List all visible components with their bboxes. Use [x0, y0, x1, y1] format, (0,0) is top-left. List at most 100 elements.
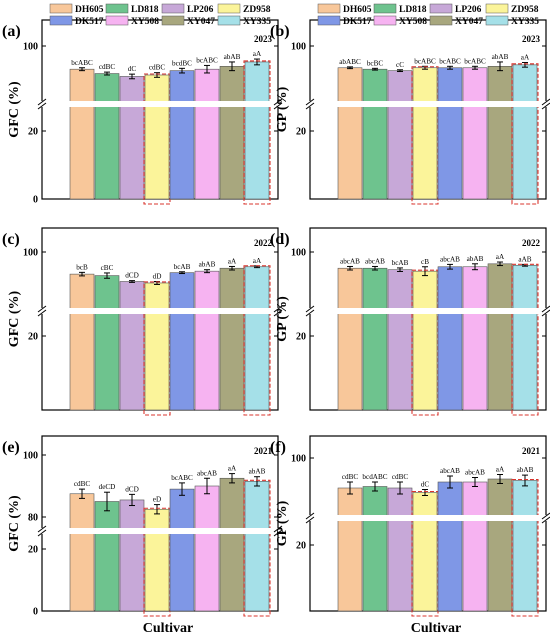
panel-label: (f) — [270, 439, 286, 456]
year-label: 2021 — [254, 446, 273, 456]
bar-xy047 — [219, 477, 245, 612]
bar-dk517 — [437, 481, 463, 612]
year-label: 2022 — [522, 238, 541, 248]
axis-break-mark-right — [273, 309, 283, 317]
bar-xy047 — [487, 263, 513, 411]
legend-swatch-lp206 — [429, 3, 453, 14]
bar-lp206 — [387, 70, 413, 200]
significance-label: bcABC — [439, 57, 461, 65]
legend-item-ld818: LD818 — [131, 5, 159, 15]
significance-label: cdBC — [149, 64, 166, 72]
bar-xy508 — [194, 485, 220, 612]
axis-break-band — [38, 101, 282, 107]
x-axis-title: Cultivar — [411, 621, 462, 636]
axis-break-mark — [37, 525, 47, 533]
significance-label: aA — [228, 257, 237, 265]
bar-ld818 — [94, 501, 120, 612]
significance-label: aA — [521, 54, 530, 62]
bar-dh605 — [337, 67, 363, 200]
y-axis-title: GFC (%) — [7, 81, 22, 138]
axis-break-mark-right — [541, 305, 550, 313]
bar-lp206 — [119, 281, 145, 411]
bar-dk517 — [169, 488, 195, 612]
bar-xy047 — [487, 478, 513, 612]
legend-swatch-ld818 — [105, 3, 129, 14]
significance-label: abAB — [492, 53, 509, 61]
significance-label: bcdBC — [172, 59, 192, 67]
legend-swatch-dk517 — [317, 15, 341, 26]
axis-break-mark-right — [541, 516, 550, 524]
bar-xy335 — [512, 64, 538, 200]
axis-break-band — [38, 528, 282, 534]
bar-xy508 — [194, 270, 220, 411]
significance-label: abcAB — [440, 255, 460, 263]
y-axis-title: GFC (%) — [7, 495, 22, 552]
legend-item-xy508: XY508 — [131, 17, 159, 27]
significance-label: dD — [153, 273, 162, 281]
legend-swatch-ld818 — [373, 3, 397, 14]
y-tick-label: 80 — [28, 513, 38, 524]
panel-label: (d) — [270, 231, 290, 248]
highlight-box-xy335 — [243, 265, 271, 416]
significance-label: aA — [496, 466, 505, 474]
significance-label: aA — [496, 253, 505, 261]
bar-zd958 — [412, 492, 438, 612]
significance-label: deCD — [99, 483, 116, 491]
legend-item-zd958: ZD958 — [511, 5, 539, 15]
legend-swatch-xy508 — [105, 15, 129, 26]
axis-break-mark-right — [273, 98, 283, 106]
bar-dk517 — [437, 67, 463, 200]
significance-label: bcABC — [196, 56, 218, 64]
bar-ld818 — [362, 486, 388, 612]
highlight-box-xy335 — [511, 263, 539, 416]
y-axis-title: GP (%) — [275, 500, 290, 546]
legend-swatch-dh605 — [49, 3, 73, 14]
year-label: 2022 — [254, 238, 273, 248]
axis-break-mark-right — [273, 525, 283, 533]
bar-dh605 — [69, 68, 95, 200]
significance-label: aA — [253, 257, 262, 265]
axis-break-mark — [37, 305, 47, 313]
significance-label: cB — [421, 258, 429, 266]
y-tick-label: 100 — [23, 42, 38, 53]
legend-swatch-xy047 — [429, 15, 453, 26]
significance-label: dCD — [125, 485, 139, 493]
y-axis-title: GP (%) — [275, 296, 290, 342]
legend-item-xy508: XY508 — [399, 17, 427, 27]
bar-ld818 — [94, 73, 120, 200]
significance-label: bcABC — [464, 57, 486, 65]
axis-break-mark-right — [273, 102, 283, 110]
axis-break-band — [38, 308, 282, 314]
legend-item-dh605: DH605 — [75, 5, 104, 15]
y-axis-title: GFC (%) — [7, 290, 22, 347]
significance-label: abcAB — [465, 469, 485, 477]
legend: DH605 LD818 LP206 ZD958 DK517 XY508 XY047 XY335 — [49, 3, 271, 27]
y-tick-label: 100 — [23, 248, 38, 259]
legend-swatch-dk517 — [49, 15, 73, 26]
x-axis-title: Cultivar — [143, 621, 194, 636]
panel-label: (c) — [2, 231, 20, 248]
significance-label: cdBC — [342, 473, 359, 481]
significance-label: bcABC — [414, 57, 436, 65]
highlight-box-xy335 — [243, 60, 271, 205]
bar-zd958 — [412, 67, 438, 200]
bar-xy508 — [462, 67, 488, 200]
significance-label: abAB — [467, 255, 484, 263]
bar-lp206 — [119, 499, 145, 612]
bar-xy047 — [219, 66, 245, 200]
significance-label: dCD — [125, 272, 139, 280]
legend-swatch-xy047 — [161, 15, 185, 26]
bar-ld818 — [362, 68, 388, 200]
y-tick-label: 20 — [296, 127, 306, 138]
significance-label: aA — [228, 465, 237, 473]
chart-panel-e: (e) GFC (%) 0 20 80 100 cdBC deCD dCD eD bcABC abcA… — [2, 435, 283, 636]
year-label: 2023 — [522, 34, 541, 44]
y-tick-label: 20 — [28, 332, 38, 343]
bar-dk517 — [169, 70, 195, 200]
y-tick-label: 20 — [28, 127, 38, 138]
axis-break-mark — [305, 516, 315, 524]
legend-swatch-xy335 — [485, 15, 509, 26]
bar-lp206 — [119, 76, 145, 200]
